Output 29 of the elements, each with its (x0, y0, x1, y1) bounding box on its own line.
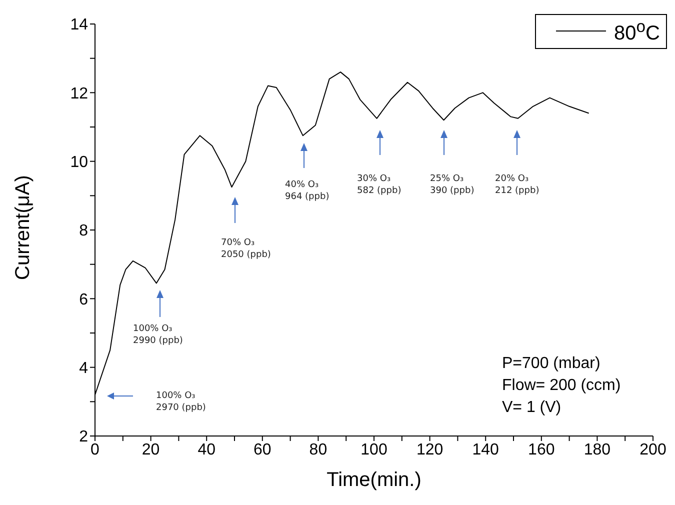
y-axis-title: Current(μA) (12, 175, 34, 280)
x-tick-label: 100 (360, 441, 388, 458)
y-tick-label: 6 (79, 291, 88, 308)
annotation: 25% O₃ 390 (ppb) (430, 174, 474, 196)
annotation: 30% O₃ 582 (ppb) (357, 174, 402, 196)
y-tick-label: 10 (70, 154, 88, 172)
x-tick-label: 80 (309, 441, 328, 458)
annotation: 20% O₃ 212 (ppb) (495, 174, 540, 196)
annotation: 70% O₃ 2050 (ppb) (221, 238, 271, 260)
y-tick-label: 8 (79, 222, 88, 240)
x-tick-label: 200 (640, 441, 666, 458)
x-tick-label: 0 (90, 441, 100, 458)
legend-label: 80$^{o}$C (614, 17, 660, 46)
y-tick-label: 4 (79, 360, 88, 378)
annotation: 40% O₃ 964 (ppb) (285, 180, 330, 202)
x-tick-label: 160 (528, 441, 555, 458)
annotation: 100% O₃ 2970 (ppb) (156, 391, 206, 413)
y-tick-label: 2 (79, 428, 88, 446)
y-tick-label: 14 (70, 16, 88, 34)
x-tick-label: 140 (472, 441, 500, 458)
x-tick-label: 180 (584, 441, 611, 458)
x-tick-label: 20 (142, 441, 160, 458)
x-axis-title: Time(min.) (326, 469, 422, 491)
annotation: P=700 (mbar) Flow= 200 (ccm) V= 1 (V) (502, 354, 621, 418)
x-tick-label: 40 (198, 441, 216, 458)
x-tick-label: 60 (254, 441, 272, 458)
annotation: 100% O₃ 2990 (ppb) (133, 324, 183, 346)
y-tick-label: 12 (70, 85, 88, 102)
x-tick-label: 120 (416, 441, 444, 458)
